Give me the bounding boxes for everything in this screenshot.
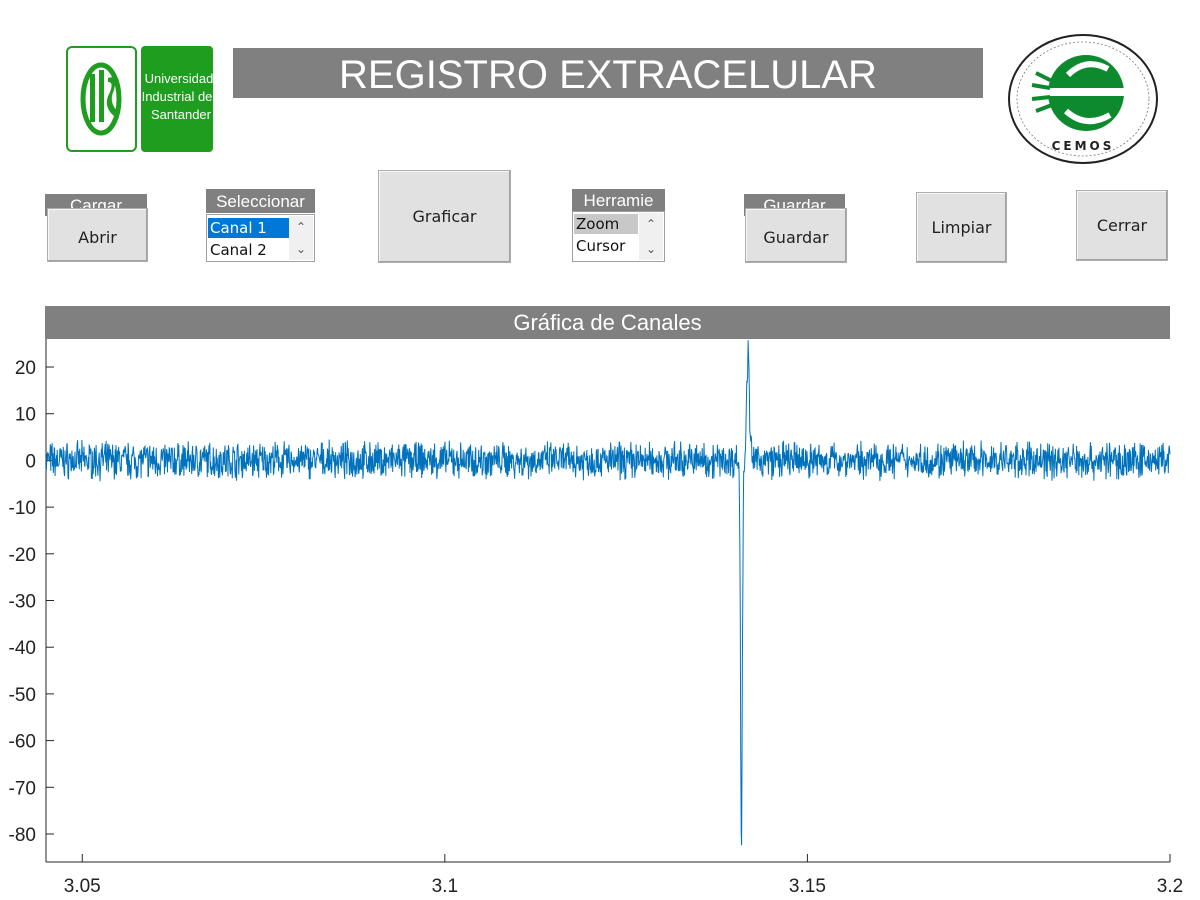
- y-tick-label: -20: [9, 545, 36, 566]
- scroll-down-icon[interactable]: ⌄: [645, 242, 657, 256]
- scroll-up-icon[interactable]: ⌃: [295, 220, 307, 234]
- x-tick-label: 3.2: [1157, 876, 1183, 897]
- y-tick-label: -60: [9, 732, 36, 753]
- abrir-button[interactable]: Abrir: [47, 208, 148, 262]
- y-tick-label: -70: [9, 778, 36, 799]
- y-tick-label: -50: [9, 685, 36, 706]
- cerrar-button[interactable]: Cerrar: [1076, 190, 1168, 261]
- cemos-logo: CEMOS: [1008, 34, 1158, 164]
- x-tick-label: 3.05: [64, 876, 101, 897]
- channel-scrollbar[interactable]: ⌃ ⌄: [289, 216, 313, 260]
- herramientas-group-label: Herramie: [572, 189, 665, 211]
- y-tick-label: -10: [9, 498, 36, 519]
- tool-listbox[interactable]: Zoom Cursor ⌃ ⌄: [572, 211, 665, 262]
- graficar-button[interactable]: Graficar: [378, 170, 511, 263]
- signal-chart[interactable]: 20 10 0 -10 -20 -30 -40 -50 -60 -70 -80 3.05 3.1 3.15…: [0, 339, 1200, 900]
- y-tick-label: 0: [25, 451, 36, 472]
- signal-trace: [45, 340, 1171, 846]
- plot-header: Gráfica de Canales: [45, 306, 1170, 339]
- uis-logo: Universidad Industrial de Santander: [66, 46, 213, 152]
- listbox-item-canal-1[interactable]: Canal 1: [208, 218, 290, 238]
- seleccionar-group-label: Seleccionar: [206, 189, 315, 213]
- page-title: REGISTRO EXTRACELULAR: [233, 48, 983, 98]
- x-tick-label: 3.15: [789, 876, 826, 897]
- tool-scrollbar[interactable]: ⌃ ⌄: [639, 213, 663, 260]
- uis-logo-line-1: Universidad: [145, 71, 213, 86]
- listbox-item-cursor[interactable]: Cursor: [576, 237, 626, 255]
- scroll-down-icon[interactable]: ⌄: [295, 242, 307, 256]
- cemos-logo-name: CEMOS: [1052, 139, 1115, 153]
- channel-listbox[interactable]: Canal 1 Canal 2 ⌃ ⌄: [206, 214, 315, 262]
- uis-logo-line-3: Santander: [151, 107, 212, 122]
- y-tick-label: 20: [15, 358, 36, 379]
- y-tick-label: -80: [9, 825, 36, 846]
- limpiar-button[interactable]: Limpiar: [916, 192, 1007, 263]
- y-tick-label: -40: [9, 638, 36, 659]
- listbox-item-canal-2[interactable]: Canal 2: [210, 241, 267, 259]
- uis-logo-line-2: Industrial de: [142, 89, 213, 104]
- guardar-button[interactable]: Guardar: [745, 208, 847, 263]
- x-tick-label: 3.1: [432, 876, 458, 897]
- y-tick-label: -30: [9, 592, 36, 613]
- y-tick-label: 10: [15, 405, 36, 426]
- scroll-up-icon[interactable]: ⌃: [645, 217, 657, 231]
- listbox-item-zoom[interactable]: Zoom: [574, 214, 638, 234]
